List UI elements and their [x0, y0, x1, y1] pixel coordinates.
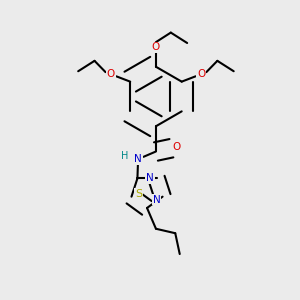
Text: O: O	[197, 69, 205, 79]
Text: N: N	[134, 154, 142, 164]
Text: O: O	[107, 69, 115, 79]
Text: O: O	[152, 43, 160, 52]
Text: S: S	[135, 189, 142, 199]
Text: N: N	[153, 195, 160, 205]
Text: N: N	[146, 173, 154, 183]
Text: H: H	[121, 151, 128, 161]
Text: O: O	[172, 142, 181, 152]
